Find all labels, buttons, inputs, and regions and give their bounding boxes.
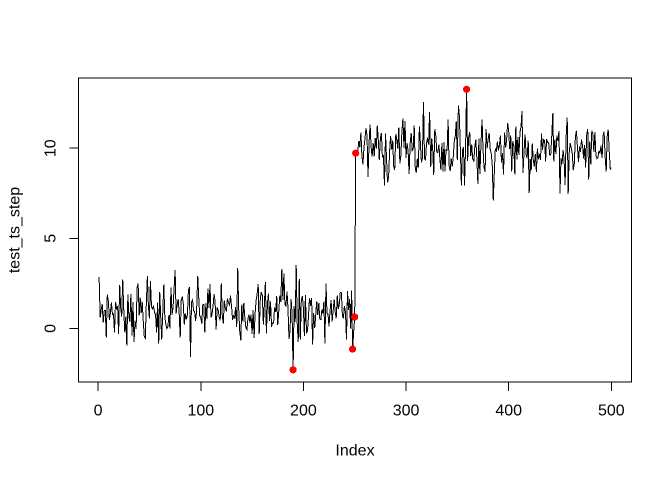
svg-text:test_ts_step: test_ts_step bbox=[7, 187, 24, 273]
svg-text:10: 10 bbox=[43, 139, 60, 157]
svg-text:0: 0 bbox=[94, 403, 103, 420]
svg-text:Index: Index bbox=[335, 443, 374, 460]
svg-text:0: 0 bbox=[43, 324, 60, 333]
svg-text:300: 300 bbox=[393, 403, 420, 420]
svg-text:200: 200 bbox=[290, 403, 317, 420]
svg-text:500: 500 bbox=[598, 403, 625, 420]
svg-text:5: 5 bbox=[43, 234, 60, 243]
svg-text:400: 400 bbox=[495, 403, 522, 420]
svg-text:100: 100 bbox=[187, 403, 214, 420]
